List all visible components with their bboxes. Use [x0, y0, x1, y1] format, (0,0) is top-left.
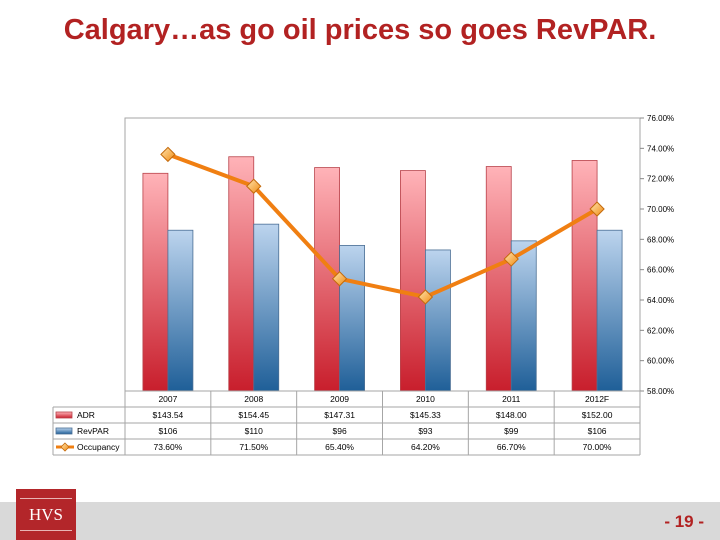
adr-data-label: $143.54: [153, 410, 184, 420]
adr-bar: [571, 160, 598, 392]
plot-area: [124, 117, 641, 392]
page-number: - 19 -: [664, 512, 704, 531]
slide-title: Calgary…as go oil prices so goes RevPAR.: [63, 14, 657, 46]
logo-top-rule: [20, 498, 72, 499]
footer-bar: [0, 502, 720, 540]
right-axis-label: 72.00%: [647, 175, 674, 184]
occupancy-data-label: 70.00%: [583, 442, 612, 452]
occupancy-marker: [589, 201, 605, 217]
occupancy-data-label: 66.70%: [497, 442, 526, 452]
category-label: 2012F: [585, 394, 609, 404]
adr-bar: [485, 166, 512, 392]
hvs-logo: HVS: [16, 489, 76, 540]
adr-data-label: $148.00: [496, 410, 527, 420]
adr-bar: [228, 156, 255, 392]
adr-bar: [400, 170, 426, 392]
occupancy-marker: [331, 271, 348, 287]
occupancy-marker: [503, 251, 519, 267]
revpar-legend-label: RevPAR: [77, 426, 109, 436]
category-label: 2009: [330, 394, 349, 404]
right-axis-label: 66.00%: [647, 266, 674, 275]
adr-data-label: $152.00: [582, 410, 613, 420]
right-axis-label: 62.00%: [647, 326, 674, 335]
occupancy-data-label: 65.40%: [325, 442, 354, 452]
right-axis-label: 60.00%: [647, 357, 674, 366]
right-axis-label: 64.00%: [647, 296, 674, 305]
occupancy-marker: [246, 178, 262, 194]
adr-bar: [142, 172, 169, 392]
category-label: 2008: [244, 394, 263, 404]
right-axis-label: 70.00%: [647, 205, 674, 214]
revpar-bar: [510, 240, 537, 392]
adr-legend-key: [55, 411, 73, 419]
occupancy-marker: [160, 146, 176, 163]
revpar-bar: [425, 249, 451, 392]
revpar-data-label: $106: [588, 426, 607, 436]
revpar-data-label: $110: [245, 426, 264, 436]
occupancy-data-label: 73.60%: [153, 442, 182, 452]
logo-bottom-rule: [20, 530, 72, 531]
occupancy-marker: [417, 289, 434, 305]
occupancy-legend-label: Occupancy: [77, 442, 120, 452]
revpar-data-label: $99: [504, 426, 518, 436]
adr-data-label: $154.45: [238, 410, 269, 420]
adr-data-label: $145.33: [410, 410, 441, 420]
right-axis-label: 74.00%: [647, 144, 674, 153]
occupancy-data-label: 71.50%: [239, 442, 268, 452]
adr-legend-label: ADR: [77, 410, 95, 420]
revpar-bar: [339, 244, 365, 392]
occupancy-legend-marker: [60, 442, 70, 452]
right-axis-label: 76.00%: [647, 114, 674, 123]
category-label: 2011: [502, 394, 521, 404]
category-label: 2007: [158, 394, 177, 404]
occupancy-data-label: 64.20%: [411, 442, 440, 452]
logo-text: HVS: [28, 505, 63, 524]
revpar-bar: [596, 229, 623, 392]
right-axis-label: 58.00%: [647, 387, 674, 396]
revpar-data-label: $106: [158, 426, 177, 436]
revpar-data-label: $96: [332, 426, 346, 436]
revpar-legend-key: [55, 427, 73, 435]
revpar-data-label: $93: [418, 426, 432, 436]
occupancy-line: [167, 152, 599, 299]
category-label: 2010: [416, 394, 435, 404]
right-axis-label: 68.00%: [647, 235, 674, 244]
revpar-bar: [253, 223, 280, 392]
adr-data-label: $147.31: [324, 410, 355, 420]
revpar-bar: [167, 229, 194, 392]
